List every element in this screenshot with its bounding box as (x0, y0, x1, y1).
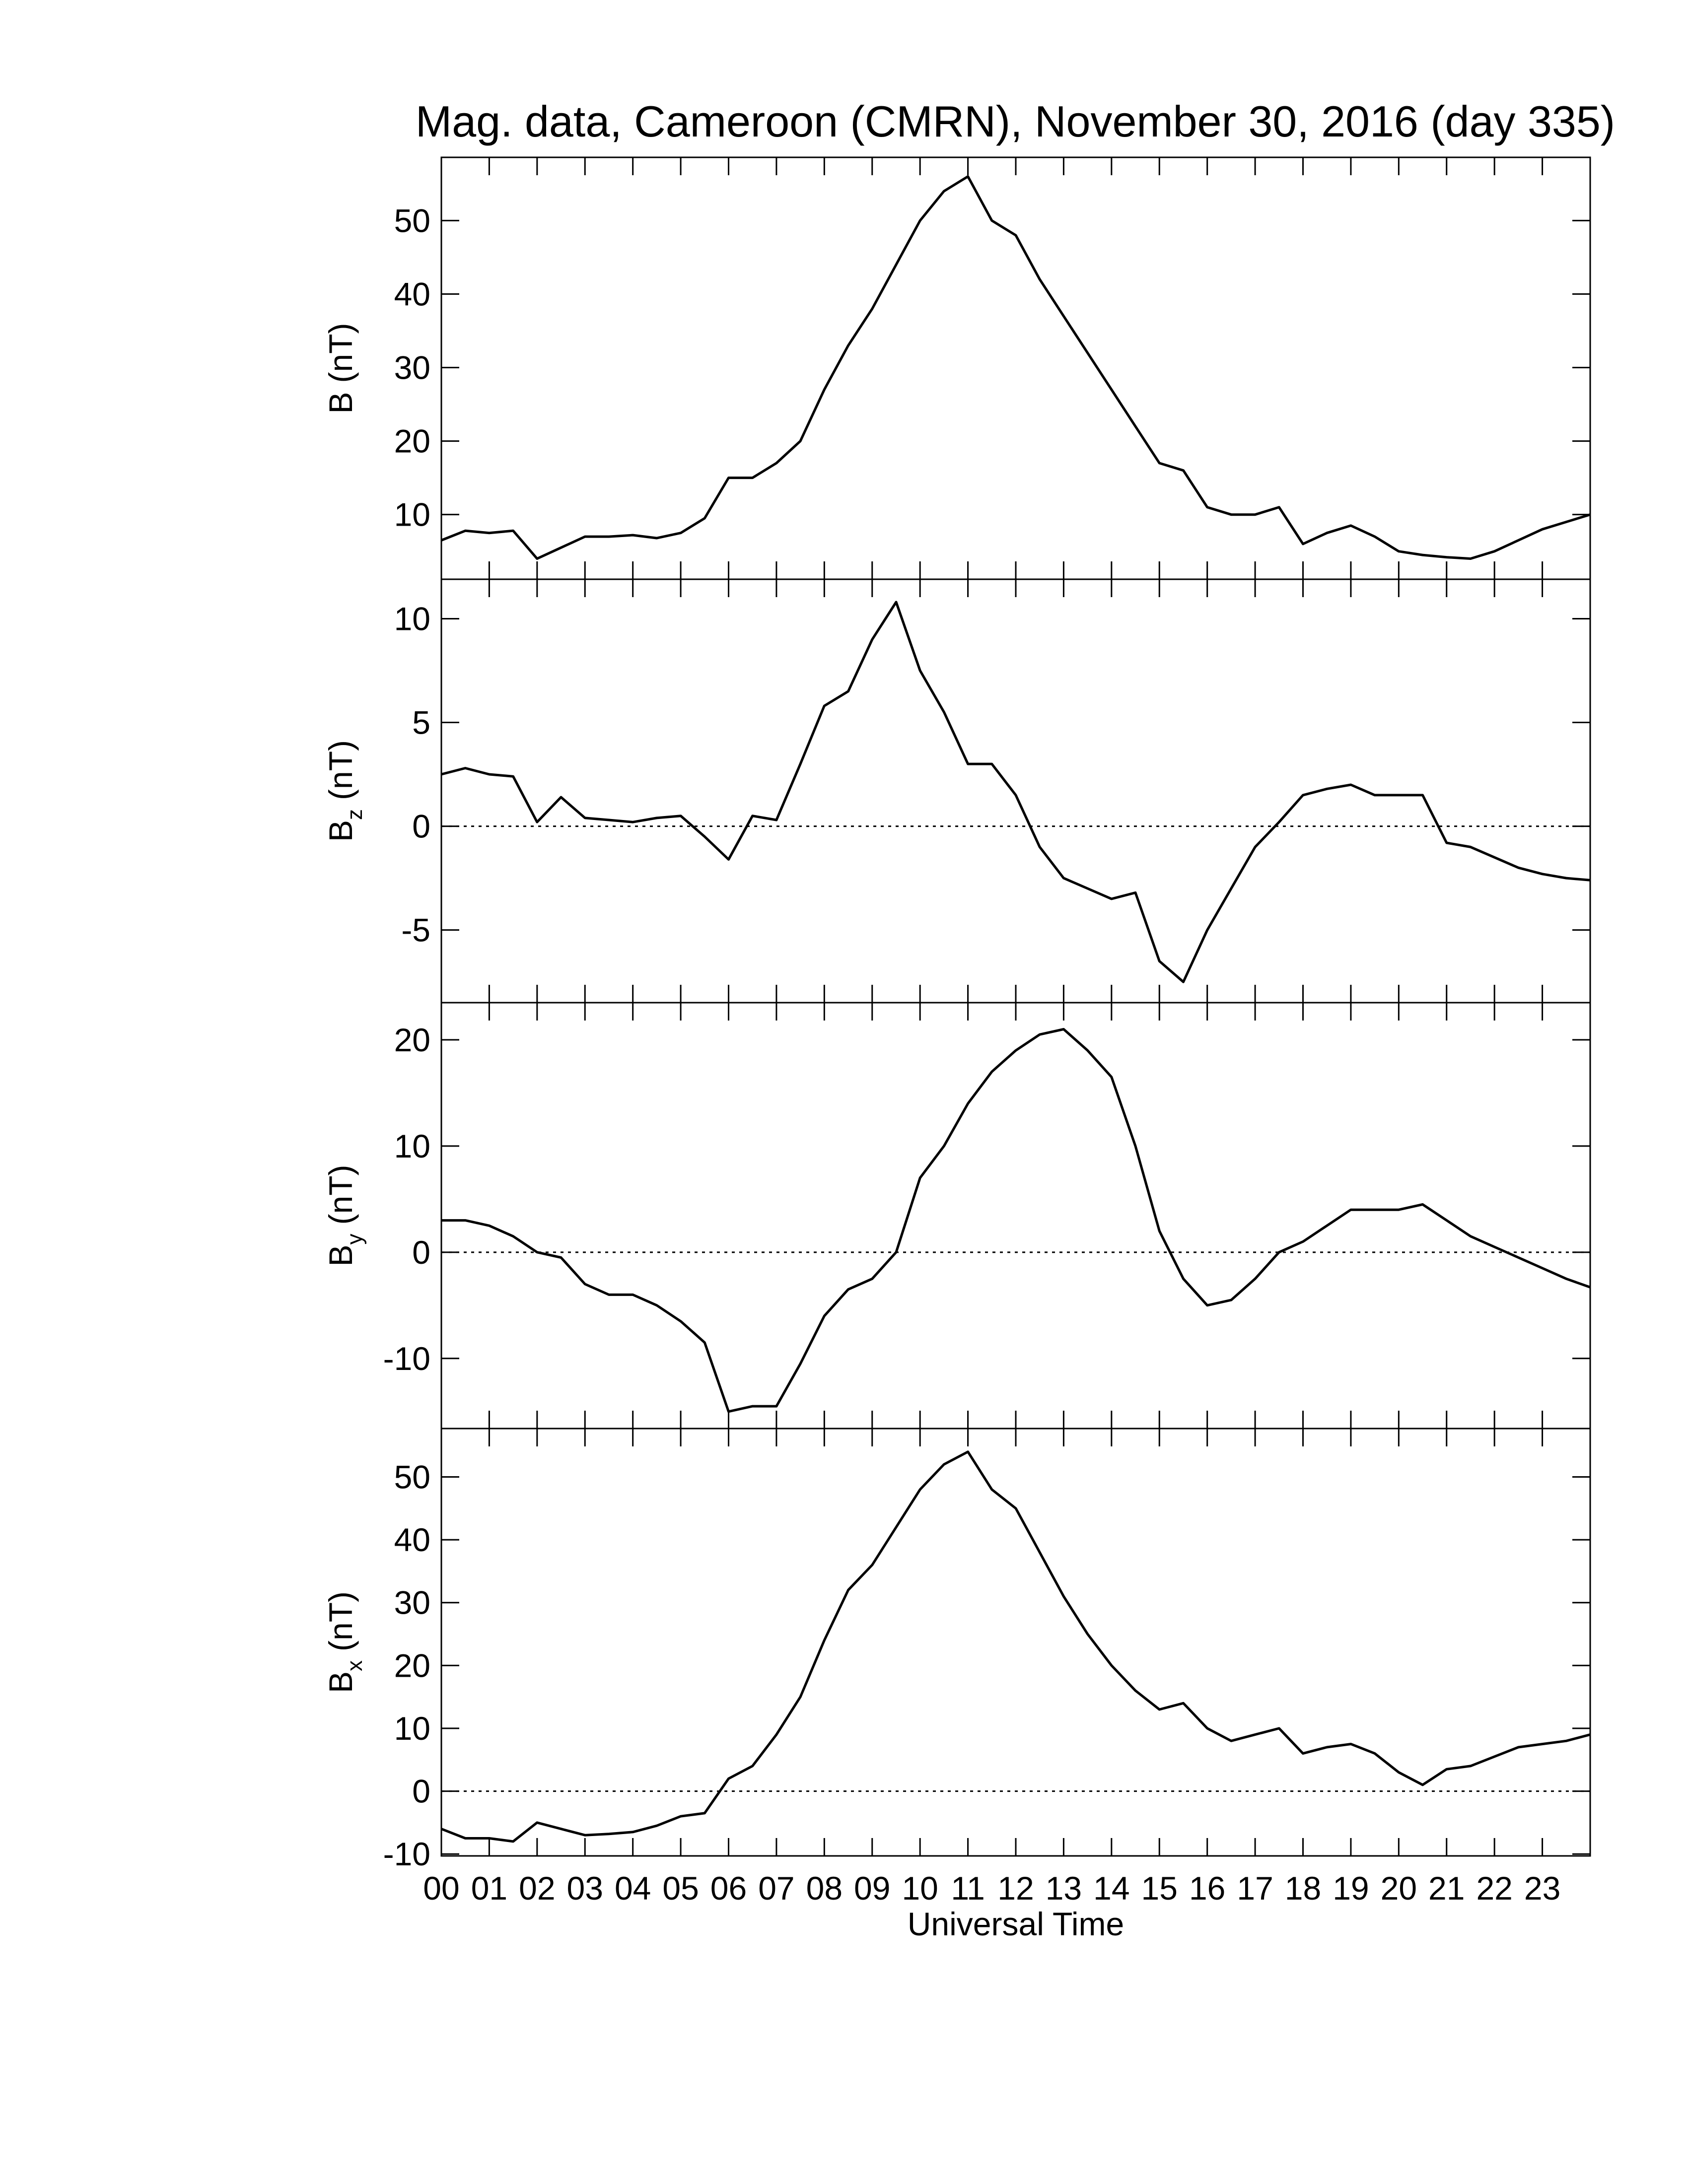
chart-title: Mag. data, Cameroon (CMRN), November 30,… (416, 97, 1615, 146)
y-tick-label: 50 (394, 202, 430, 239)
x-tick-label: 19 (1333, 1870, 1369, 1907)
data-line (441, 175, 1591, 560)
y-axis-label-part: B (322, 820, 359, 842)
y-axis-label-part: y (343, 1233, 367, 1244)
x-tick-label: 06 (710, 1870, 747, 1907)
y-tick-label: -5 (401, 912, 430, 949)
x-tick-label: 22 (1476, 1870, 1512, 1907)
y-axis-label-part: B (322, 392, 359, 413)
y-axis-label-part: (nT) (322, 1591, 359, 1651)
y-tick-label: 40 (394, 275, 430, 312)
y-tick-label: 30 (394, 1584, 430, 1621)
y-tick-label: 10 (394, 1710, 430, 1747)
x-tick-label: 09 (854, 1870, 890, 1907)
x-tick-label: 01 (471, 1870, 507, 1907)
data-line (441, 1028, 1591, 1413)
x-tick-label: 16 (1189, 1870, 1225, 1907)
y-tick-label: 20 (394, 1647, 430, 1684)
y-axis-label-part: (nT) (322, 740, 359, 800)
y-tick-label: 10 (394, 1128, 430, 1164)
y-tick-label: 0 (412, 808, 430, 845)
x-tick-label: 08 (806, 1870, 843, 1907)
y-axis-label: Bx (nT) (322, 1591, 367, 1693)
x-tick-label: 04 (615, 1870, 651, 1907)
y-tick-label: -10 (383, 1836, 430, 1872)
y-tick-label: 0 (412, 1773, 430, 1810)
data-line (441, 1450, 1591, 1843)
y-axis-label: By (nT) (322, 1164, 367, 1266)
data-line (441, 601, 1591, 983)
y-tick-label: 5 (412, 704, 430, 741)
y-tick-label: 10 (394, 496, 430, 533)
y-tick-label: 50 (394, 1458, 430, 1495)
x-tick-label: 02 (519, 1870, 555, 1907)
x-tick-label: 13 (1046, 1870, 1082, 1907)
y-axis-label-part: z (343, 809, 367, 820)
y-axis-label-part: x (343, 1660, 367, 1671)
x-tick-label: 11 (951, 1870, 985, 1907)
x-tick-label: 03 (567, 1870, 603, 1907)
y-tick-label: 20 (394, 1022, 430, 1058)
x-tick-label: 12 (997, 1870, 1034, 1907)
x-tick-label: 23 (1524, 1870, 1560, 1907)
y-axis-label-part: (nT) (322, 1164, 359, 1225)
x-tick-label: 17 (1237, 1870, 1273, 1907)
y-tick-label: 40 (394, 1521, 430, 1558)
y-tick-label: 0 (412, 1234, 430, 1271)
y-axis-label: B (nT) (322, 323, 359, 413)
y-axis-label: Bz (nT) (322, 740, 367, 842)
x-tick-label: 15 (1141, 1870, 1178, 1907)
x-tick-label: 05 (662, 1870, 699, 1907)
y-tick-label: 30 (394, 349, 430, 386)
y-axis-label-part: B (322, 1244, 359, 1266)
x-tick-label: 18 (1285, 1870, 1321, 1907)
x-tick-label: 07 (758, 1870, 794, 1907)
x-axis-label: Universal Time (908, 1906, 1124, 1942)
y-axis-label-part: (nT) (322, 323, 359, 383)
x-tick-label: 10 (902, 1870, 938, 1907)
plot-frame (440, 1428, 1591, 1857)
x-tick-label: 14 (1093, 1870, 1129, 1907)
x-tick-label: 20 (1381, 1870, 1417, 1907)
y-tick-label: -10 (383, 1340, 430, 1377)
x-tick-label: 21 (1428, 1870, 1465, 1907)
x-tick-label: 00 (423, 1870, 459, 1907)
y-axis-label-part: B (322, 1671, 359, 1693)
y-tick-label: 10 (394, 600, 430, 637)
y-tick-label: 20 (394, 423, 430, 460)
